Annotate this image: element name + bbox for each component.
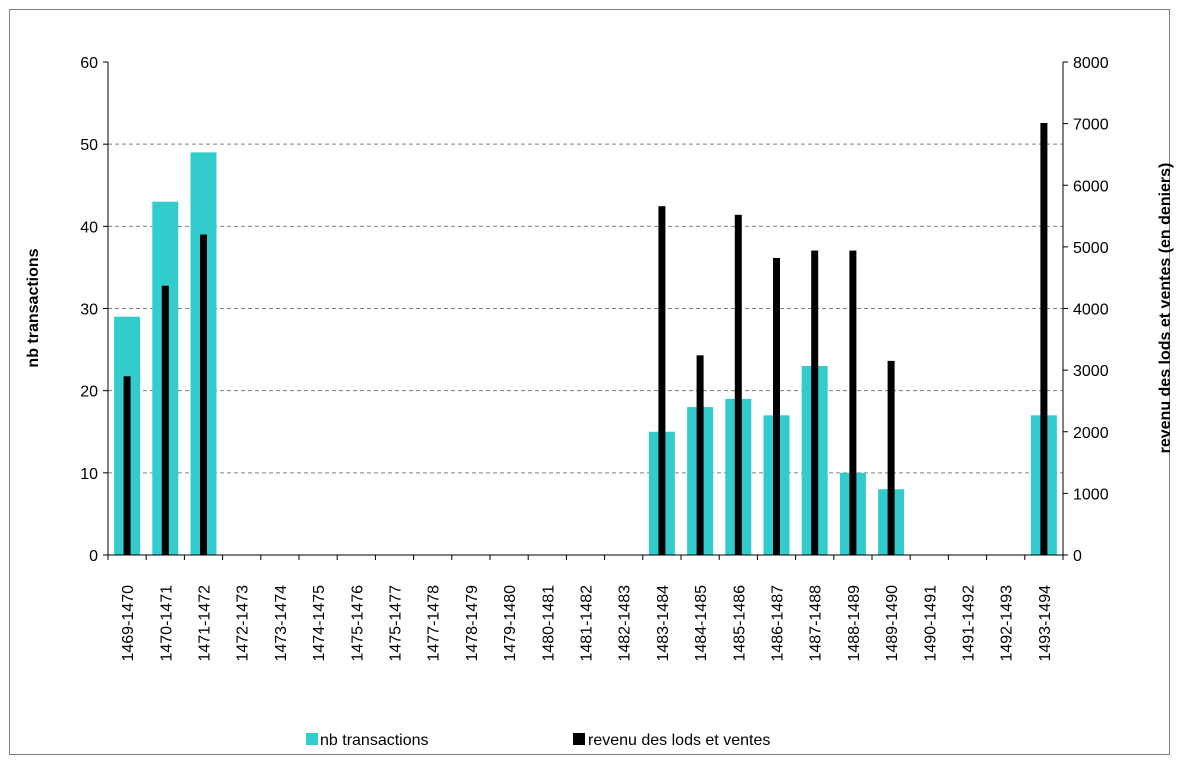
y-tick-right-label: 4000 <box>1073 302 1109 319</box>
y-axis-right-ticks: 0 1000 2000 3000 4000 5000 6000 7000 8000 <box>1063 55 1109 565</box>
bars-revenu <box>123 123 1048 556</box>
x-tick-label: 1492-1493 <box>999 585 1016 662</box>
legend: nb transactions revenu des lods et vente… <box>306 732 770 749</box>
y-tick-left-label: 20 <box>80 384 98 401</box>
y-axis-right-title: revenu des lods et ventes (en deniers) <box>1157 163 1174 454</box>
x-tick-label: 1473-1474 <box>273 585 290 662</box>
y-tick-right-label: 1000 <box>1073 486 1109 503</box>
bar-revenu <box>161 285 169 555</box>
x-tick-label: 1471-1472 <box>197 585 214 662</box>
x-tick-label: 1488-1489 <box>846 585 863 662</box>
y-tick-right-label: 7000 <box>1073 117 1109 134</box>
x-tick-label: 1481-1482 <box>579 585 596 662</box>
x-tick-label: 1484-1485 <box>693 585 710 662</box>
x-tick-label: 1483-1484 <box>655 585 672 662</box>
y-axis-left-ticks: 0 10 20 30 40 50 60 <box>80 55 108 565</box>
x-tick-label: 1482-1483 <box>617 585 634 662</box>
x-tick-label: 1472-1473 <box>235 585 252 662</box>
x-tick-label: 1475-1477 <box>388 585 405 662</box>
bar-revenu <box>1040 123 1048 555</box>
x-axis-ticks: 1469-1470 1470-1471 1471-1472 1472-1473 1473… <box>107 555 1064 662</box>
x-tick-label: 1493-1494 <box>1037 585 1054 662</box>
x-tick-label: 1479-1480 <box>502 585 519 662</box>
y-tick-right-label: 3000 <box>1073 363 1109 380</box>
bar-revenu <box>123 376 131 555</box>
y-tick-left-label: 10 <box>80 466 98 483</box>
legend-swatch-nb-transactions <box>306 733 318 745</box>
x-tick-label: 1478-1479 <box>464 585 481 662</box>
x-tick-label: 1469-1470 <box>120 585 137 662</box>
bar-revenu <box>734 214 742 555</box>
bar-revenu <box>849 250 857 555</box>
legend-label-revenu: revenu des lods et ventes <box>588 732 770 749</box>
x-tick-label: 1489-1490 <box>884 585 901 662</box>
y-tick-left-label: 0 <box>89 548 98 565</box>
legend-label-nb-transactions: nb transactions <box>320 732 429 749</box>
x-tick-label: 1470-1471 <box>158 585 175 662</box>
bar-revenu <box>200 234 207 556</box>
x-tick-label: 1485-1486 <box>731 585 748 662</box>
y-tick-left-label: 40 <box>80 219 98 236</box>
x-tick-label: 1487-1488 <box>808 585 825 662</box>
y-tick-left-label: 50 <box>80 137 98 154</box>
bars-nb-transactions <box>114 152 1057 555</box>
bar-revenu <box>658 206 666 555</box>
bar-revenu <box>773 257 780 555</box>
y-tick-left-label: 60 <box>80 55 98 72</box>
y-tick-left-label: 30 <box>80 302 98 319</box>
y-tick-right-label: 8000 <box>1073 55 1109 72</box>
grid-lines <box>108 143 1063 474</box>
y-tick-right-label: 6000 <box>1073 178 1109 195</box>
bar-revenu <box>696 355 704 555</box>
x-tick-label: 1480-1481 <box>540 585 557 662</box>
bar-revenu <box>887 360 895 555</box>
x-tick-label: 1491-1492 <box>961 585 978 662</box>
y-axis-left-title: nb transactions <box>25 248 42 367</box>
x-tick-label: 1477-1478 <box>426 585 443 662</box>
x-tick-label: 1475-1476 <box>349 585 366 662</box>
x-tick-label: 1486-1487 <box>770 585 787 662</box>
x-tick-label: 1490-1491 <box>922 585 939 662</box>
x-tick-label: 1474-1475 <box>311 585 328 662</box>
y-tick-right-label: 5000 <box>1073 240 1109 257</box>
y-tick-right-label: 2000 <box>1073 425 1109 442</box>
y-tick-right-label: 0 <box>1073 548 1082 565</box>
bar-revenu <box>811 250 819 555</box>
legend-swatch-revenu <box>573 733 585 745</box>
